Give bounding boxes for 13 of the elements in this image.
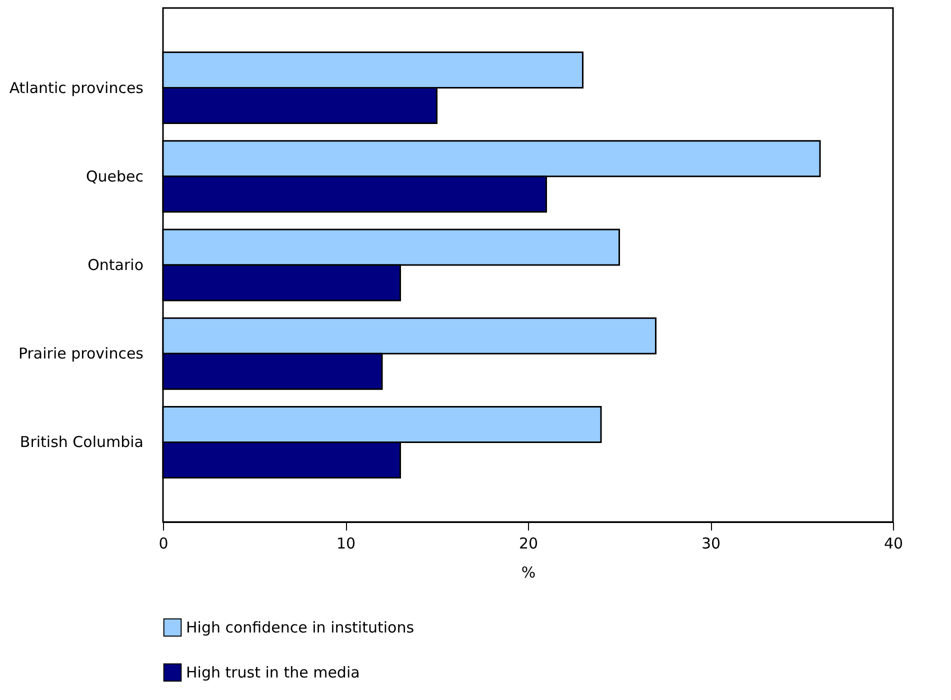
x-tick-label: 40 xyxy=(884,534,904,552)
x-tick-label: 10 xyxy=(336,534,356,552)
x-tick-label: 20 xyxy=(518,534,538,552)
x-tick-label: 30 xyxy=(701,534,721,552)
y-tick-label: Atlantic provinces xyxy=(9,78,144,97)
x-tick-label: 0 xyxy=(158,534,168,552)
x-axis-title: % xyxy=(521,564,536,582)
y-tick-label: British Columbia xyxy=(20,433,144,452)
y-tick-label: Ontario xyxy=(88,256,144,274)
legend-label: High confidence in institutions xyxy=(186,618,414,636)
y-tick-label: Quebec xyxy=(86,167,144,186)
y-tick-label: Prairie provinces xyxy=(18,344,144,363)
legend-label: High trust in the media xyxy=(186,664,360,682)
